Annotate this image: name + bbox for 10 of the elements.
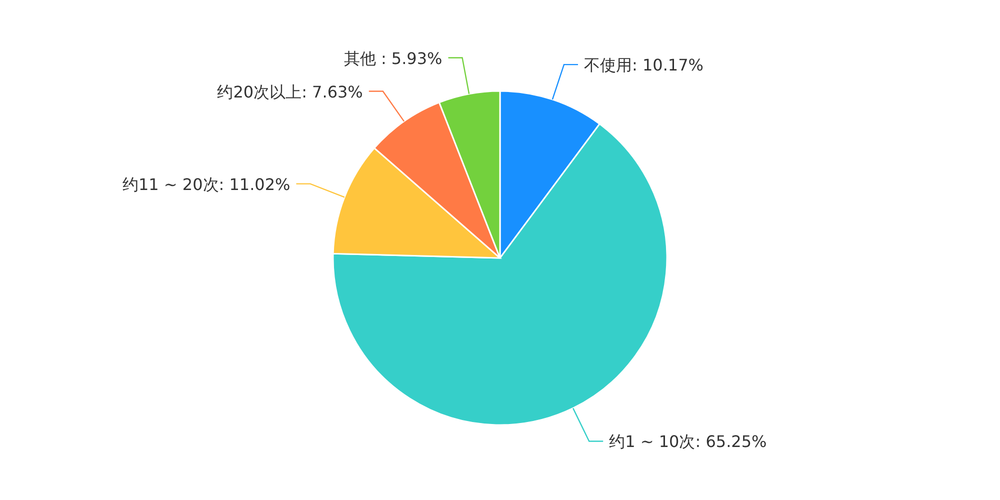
data-label: : 11.02% [218, 174, 290, 194]
slice-label: 其他 [344, 48, 376, 68]
data-label: : 10.17% [632, 56, 704, 75]
data-label: : 65.25% [695, 432, 767, 452]
slice-label: 约20次以上 [217, 82, 302, 102]
data-label: : 5.93% [380, 48, 442, 68]
slice-label: 约11 ~ 20次 [122, 174, 219, 194]
data-label: : 7.63% [302, 82, 363, 102]
slice-label: 不使用 [584, 56, 632, 75]
slice-label: 约1 ~ 10次 [609, 432, 696, 452]
